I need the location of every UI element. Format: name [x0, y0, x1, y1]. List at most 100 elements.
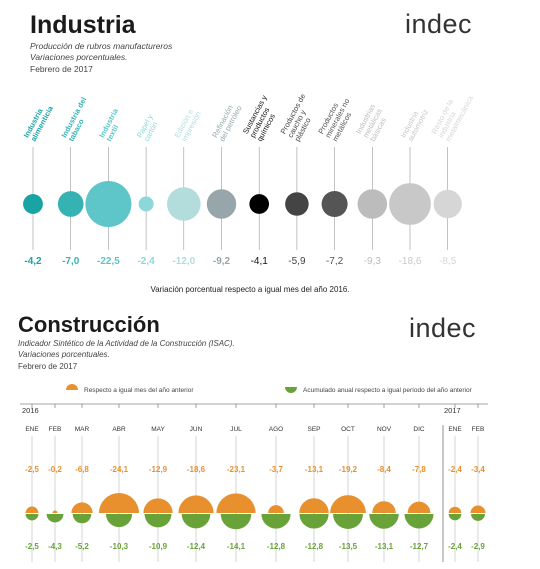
cumulative-value-label: -14,1 — [227, 542, 246, 551]
industria-date: Febrero de 2017 — [30, 64, 93, 74]
monthly-value-label: -23,1 — [227, 465, 246, 474]
monthly-value-label: -7,8 — [412, 465, 426, 474]
industria-category-label: Industriaautomotriz — [399, 108, 431, 143]
industria-value-label: -22,5 — [97, 256, 120, 267]
industria-value-label: -12,0 — [172, 256, 195, 267]
legend-monthly-label: Respecto a igual mes del año anterior — [84, 387, 194, 394]
legend-monthly: Respecto a igual mes del año anterior — [66, 384, 194, 394]
monthly-half-circle — [448, 506, 462, 513]
monthly-half-circle — [143, 498, 173, 513]
monthly-value-label: -24,1 — [110, 465, 129, 474]
cumulative-value-label: -2,9 — [471, 542, 485, 551]
legend-cumulative-label: Acumulado anual respecto a igual período… — [303, 387, 473, 394]
indec-logo-top: indec — [405, 9, 472, 39]
industria-bubble — [433, 189, 462, 219]
industria-bubble — [23, 194, 43, 214]
month-label: AGO — [269, 426, 283, 433]
monthly-half-circle — [299, 498, 329, 513]
monthly-value-label: -2,4 — [448, 465, 462, 474]
cumulative-half-circle — [404, 514, 434, 529]
monthly-value-label: -6,8 — [75, 465, 89, 474]
month-label: FEB — [49, 426, 62, 433]
industria-bubble — [249, 194, 270, 214]
industria-bubble — [167, 187, 201, 221]
construccion-month-ticks — [31, 404, 479, 408]
industria-category-labels: Industriaalimenticia Industria deltabaco I… — [22, 92, 476, 143]
industria-category-text: Refinacióndel petróleo — [210, 100, 243, 143]
indec-logo-text-2: indec — [409, 313, 476, 343]
monthly-value-label: -3,4 — [471, 465, 485, 474]
industria-category-text: Productosminerales nometálicos — [316, 93, 358, 143]
cumulative-half-circle — [299, 514, 329, 529]
construccion-half-circles — [25, 493, 486, 530]
month-label: ENE — [25, 426, 39, 433]
industria-value-label: -8,5 — [439, 256, 457, 267]
year-label-2017: 2017 — [444, 406, 461, 415]
industria-category-text: Edición eimpresión — [173, 106, 203, 143]
construccion-title: Construcción — [18, 312, 160, 337]
monthly-value-label: -12,9 — [149, 465, 168, 474]
industria-value-label: -7,0 — [62, 256, 80, 267]
industria-category-label: Industriatextil — [97, 106, 120, 143]
monthly-half-circle — [330, 495, 366, 513]
industria-value-label: -4,1 — [251, 256, 269, 267]
monthly-value-label: -18,6 — [187, 465, 206, 474]
cumulative-value-label: -13,5 — [339, 542, 358, 551]
industria-bubble — [85, 181, 132, 227]
industria-value-labels: -4,2 -7,0 -22,5 -2,4 -12,0 -9,2 -4,1 -5,9 -7,2 -9… — [24, 256, 456, 267]
cumulative-value-label: -10,9 — [149, 542, 168, 551]
month-label: FEB — [472, 426, 485, 433]
construccion-month-labels: ENE FEB MAR ABR MAY JUN JUL AGO SEP OCT NOV DIC ENE F… — [25, 426, 484, 433]
industria-bubble — [138, 196, 154, 212]
industria-category-label: Resto de laindustriametalmecánica — [429, 93, 475, 142]
legend-cumulative: Acumulado anual respecto a igual período… — [285, 387, 473, 394]
month-label: MAY — [151, 426, 165, 433]
industria-value-label: -5,9 — [288, 256, 306, 267]
cumulative-value-label: -2,4 — [448, 542, 462, 551]
cumulative-half-circle — [46, 514, 64, 523]
year-label-2016: 2016 — [22, 406, 39, 415]
legend-cumulative-swatch — [285, 387, 297, 393]
monthly-half-circle — [99, 493, 139, 513]
month-label: JUN — [190, 426, 203, 433]
industria-category-text: Papel ycartón — [135, 113, 162, 143]
legend-monthly-swatch — [66, 384, 78, 390]
industria-bubble — [357, 189, 388, 219]
industria-subtitle-2: Variaciones porcentuales. — [30, 52, 128, 62]
industria-category-text: Productos decaucho yplástico — [279, 92, 322, 143]
construccion-date: Febrero de 2017 — [18, 362, 78, 371]
cumulative-half-circle — [261, 514, 291, 529]
construccion-value-labels: -2,5 -2,5 -0,2 -4,3 -6,8 -5,2 -24,1 -10,3 -12,9 -… — [25, 465, 485, 551]
cumulative-half-circle — [144, 514, 172, 528]
monthly-half-circle — [178, 495, 214, 513]
industria-category-label: Productosminerales nometálicos — [316, 93, 358, 143]
industria-category-label: Industriaalimenticia — [22, 100, 56, 143]
monthly-half-circle — [268, 505, 284, 513]
industria-value-label: -18,6 — [399, 256, 422, 267]
industria-category-text: Industriaalimenticia — [22, 100, 56, 143]
industria-value-label: -7,2 — [326, 256, 344, 267]
industria-category-label: Sustancias yproductosquímicos — [241, 93, 277, 143]
month-label: SEP — [307, 426, 320, 433]
cumulative-half-circle — [181, 514, 211, 529]
cumulative-half-circle — [25, 514, 39, 521]
monthly-half-circle — [52, 510, 58, 513]
industria-category-text: Industria deltabaco — [59, 96, 95, 143]
industria-category-label: Industriasmetálicasbásicas — [354, 102, 388, 143]
industria-category-label: Productos decaucho yplástico — [279, 92, 322, 143]
construccion-legend: Respecto a igual mes del año anterior Ac… — [66, 384, 473, 394]
cumulative-value-label: -12,4 — [187, 542, 206, 551]
industria-category-label: Papel ycartón — [135, 113, 162, 143]
cumulative-value-label: -4,3 — [48, 542, 62, 551]
cumulative-half-circle — [220, 514, 252, 530]
cumulative-half-circle — [448, 514, 462, 521]
industria-bubble — [389, 183, 431, 225]
cumulative-half-circle — [72, 514, 92, 524]
industria-bubbles — [23, 181, 462, 227]
indec-logo-text: indec — [405, 9, 472, 39]
industria-subtitle-1: Producción de rubros manufactureros — [30, 41, 173, 51]
indec-logo-bottom: indec — [409, 313, 476, 343]
industria-bubble — [206, 189, 237, 219]
monthly-value-label: -8,4 — [377, 465, 391, 474]
industria-category-label: Refinacióndel petróleo — [210, 100, 243, 143]
